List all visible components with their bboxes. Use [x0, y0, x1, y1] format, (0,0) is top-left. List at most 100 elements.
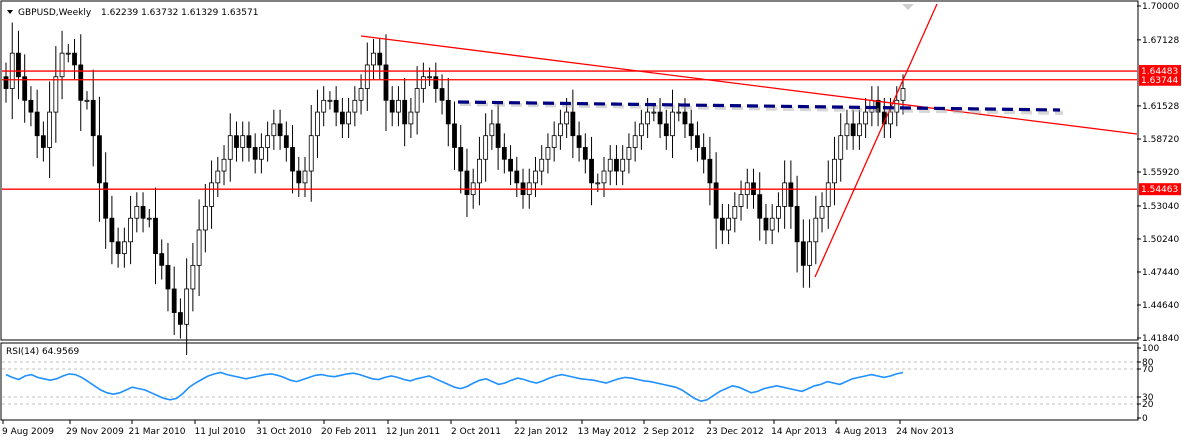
candle-body [557, 123, 563, 137]
candle [464, 148, 470, 218]
candle-body [819, 206, 825, 219]
candle [396, 86, 401, 127]
candle [726, 204, 731, 245]
candle-body [726, 217, 731, 231]
candle [850, 109, 856, 150]
descending-trend-line[interactable] [360, 35, 1138, 135]
candle-body [3, 76, 9, 89]
candle [128, 195, 133, 265]
candle-body [788, 182, 794, 207]
candle-body [246, 135, 252, 148]
neckline-dashed[interactable] [457, 100, 1061, 112]
candle-body [483, 135, 489, 160]
candle [146, 209, 152, 228]
candle-body [171, 288, 177, 313]
candle [819, 192, 825, 233]
candle [202, 184, 208, 253]
candle [763, 204, 769, 245]
candle [501, 133, 507, 174]
candle-body [271, 123, 277, 137]
candle [719, 204, 725, 245]
candle [84, 91, 90, 110]
candle-body [863, 111, 869, 125]
candle-body [582, 147, 588, 160]
candle-body [670, 111, 675, 137]
price-tick-label: 1.41840 [1142, 334, 1179, 344]
candle-body [533, 170, 538, 184]
candle-body [707, 158, 713, 184]
candle-body [153, 217, 158, 254]
time-tick-label: 20 Feb 2011 [321, 427, 377, 437]
candle [589, 136, 594, 206]
candle [339, 97, 345, 139]
candle [371, 39, 376, 80]
candle [408, 97, 414, 139]
candle-body [495, 123, 501, 148]
candle [153, 187, 158, 285]
candlestick-series [3, 22, 906, 355]
candle [402, 77, 408, 147]
candle [800, 219, 806, 288]
candle-body [47, 111, 53, 148]
candle-body [196, 229, 202, 266]
candle-body [283, 135, 289, 148]
candle-body [408, 111, 414, 125]
candle [377, 39, 383, 80]
candle-body [551, 135, 557, 148]
rsi-tick-label: 100 [1142, 344, 1159, 354]
candle [788, 160, 794, 229]
candle-body [607, 158, 613, 172]
ascending-trend-line[interactable] [814, 3, 938, 278]
candle [3, 62, 9, 103]
candle [757, 172, 763, 241]
candle-body [178, 312, 183, 325]
candle-body [713, 182, 719, 219]
candle [258, 133, 264, 174]
candle-body [72, 52, 77, 66]
candle-body [445, 99, 451, 125]
candle-body [763, 217, 769, 231]
candle-body [576, 135, 582, 148]
candle [688, 109, 694, 150]
candle-body [308, 135, 314, 172]
rsi-line [5, 371, 904, 403]
candle [246, 121, 252, 162]
candle [47, 81, 53, 179]
candle [533, 156, 538, 197]
candle-body [638, 123, 644, 137]
candle-body [420, 76, 426, 89]
candle-body [265, 135, 271, 148]
candle-body [832, 158, 837, 184]
candle-body [109, 217, 115, 243]
candle-body [40, 135, 46, 148]
candle [838, 113, 844, 182]
candle-body [439, 88, 445, 101]
candle [433, 62, 439, 103]
candle-body [302, 170, 308, 184]
chevron-down-icon[interactable] [7, 10, 13, 14]
candle [16, 30, 21, 100]
candle-body [339, 111, 345, 125]
time-tick-label: 24 Nov 2013 [896, 427, 954, 437]
candle-body [545, 147, 551, 160]
candle-body [757, 194, 763, 219]
candle [508, 145, 513, 186]
candle [495, 101, 501, 170]
candle-body [59, 52, 65, 78]
candle-body [663, 123, 669, 137]
candle [445, 77, 451, 147]
candle [178, 298, 183, 339]
rsi-series [5, 371, 904, 403]
candle [321, 86, 327, 127]
candle-body [844, 123, 850, 137]
candle [732, 192, 738, 233]
candle-body [240, 135, 246, 148]
candle-body [427, 76, 432, 79]
candle [657, 97, 663, 139]
close-corner-icon[interactable] [902, 4, 914, 10]
candle [383, 34, 389, 131]
candle-body [371, 52, 376, 66]
price-tick-label: 1.64483 [1141, 67, 1178, 77]
candle [227, 113, 233, 182]
candle [290, 125, 295, 194]
